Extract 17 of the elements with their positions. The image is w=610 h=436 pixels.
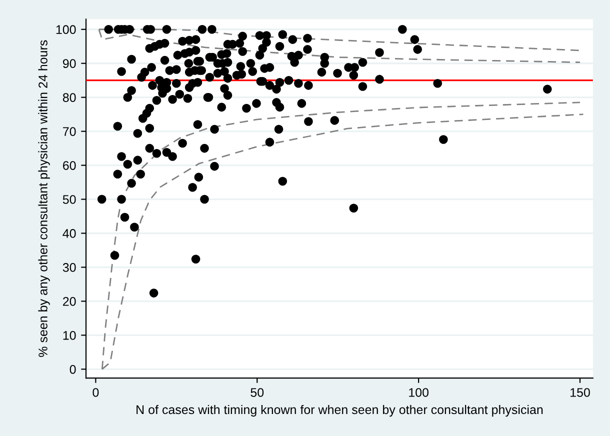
y-tick-label: 70 (63, 127, 76, 136)
y-tick-label: 80 (62, 93, 76, 102)
y-tick-label: 50 (62, 195, 76, 204)
x-tick-label: 150 (570, 388, 590, 397)
y-tick-label: 30 (62, 263, 76, 272)
x-axis-title: N of cases with timing known for when seen by other consultant physician (136, 404, 543, 417)
y-tick-label: 60 (63, 161, 76, 170)
x-tick-label: 0 (92, 388, 99, 397)
y-tick-label: 40 (62, 229, 76, 238)
y-tick-label: 10 (63, 331, 76, 340)
y-axis-title: % seen by any other consultant physician within 24 hours (38, 40, 50, 357)
x-tick-label: 100 (409, 388, 429, 397)
y-tick-label: 90 (62, 59, 76, 68)
y-tick-label: 20 (63, 297, 76, 306)
y-tick-label: 0 (70, 364, 76, 374)
x-tick-label: 50 (250, 388, 264, 397)
y-tick-label: 100 (56, 25, 76, 34)
